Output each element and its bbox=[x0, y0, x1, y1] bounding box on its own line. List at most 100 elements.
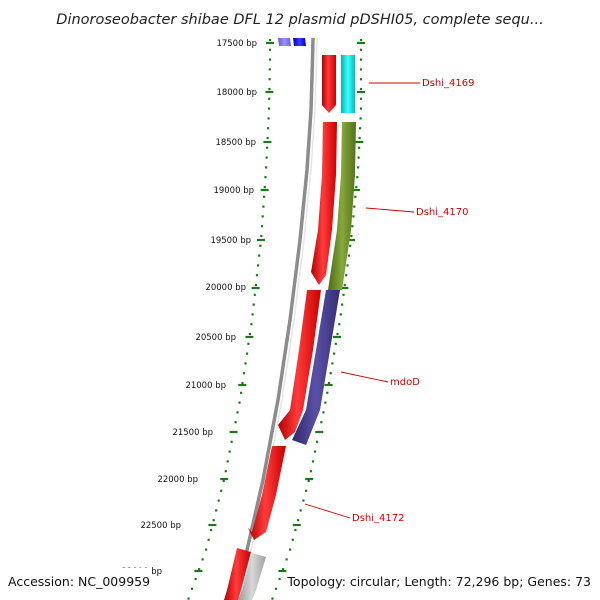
tick-dot bbox=[266, 136, 269, 140]
tick-dot bbox=[241, 381, 244, 385]
tick-dot bbox=[252, 303, 255, 306]
feature-cyan bbox=[341, 55, 355, 113]
tick-dot bbox=[268, 97, 271, 100]
tick-label: 18000 bp bbox=[216, 88, 257, 98]
tick-label: 17500 bp bbox=[216, 39, 257, 49]
tick-label: 22000 bp bbox=[157, 475, 198, 485]
feature-olive bbox=[328, 122, 356, 290]
feature-gray bbox=[238, 553, 266, 600]
tick-dot bbox=[226, 460, 229, 463]
cds-arrow-dshi-4172 bbox=[248, 446, 286, 540]
feature-track-inner bbox=[224, 38, 337, 600]
cds-arrow-next bbox=[224, 548, 251, 600]
tick-dot bbox=[264, 176, 267, 179]
gene-label-mdod: mdoD bbox=[390, 377, 420, 388]
tick-dot bbox=[359, 107, 363, 110]
tick-dot bbox=[255, 274, 259, 277]
tick-dot bbox=[265, 166, 268, 169]
tick-dot bbox=[228, 450, 231, 453]
tick-dot bbox=[343, 283, 346, 287]
tick-dot bbox=[222, 479, 225, 483]
tick-dot bbox=[230, 440, 233, 443]
tick-dot bbox=[313, 450, 317, 453]
gene-label-dshi-4169: Dshi_4169 bbox=[422, 78, 474, 89]
tick-dot bbox=[299, 509, 302, 512]
tick-dot bbox=[251, 313, 254, 316]
tick-dot bbox=[253, 293, 256, 296]
tick-dot bbox=[359, 68, 363, 71]
tick-dot bbox=[262, 205, 265, 208]
tick-dot bbox=[212, 519, 215, 522]
tick-dot bbox=[268, 78, 271, 81]
tick-dot bbox=[215, 509, 218, 512]
tick-dot bbox=[309, 470, 312, 473]
tick-dot bbox=[258, 254, 261, 257]
tick-dot bbox=[245, 352, 249, 355]
tick-dot bbox=[205, 548, 208, 551]
tick-dot bbox=[263, 185, 266, 189]
tick-dot bbox=[345, 274, 348, 277]
tick-dot bbox=[254, 283, 257, 287]
tick-dot bbox=[358, 136, 361, 140]
tick-dot bbox=[359, 78, 363, 81]
tick-dot bbox=[236, 411, 239, 414]
tick-dot bbox=[268, 68, 271, 71]
tick-label: 20000 bp bbox=[205, 283, 246, 293]
tick-dot bbox=[341, 303, 344, 306]
tick-dot bbox=[349, 244, 352, 247]
summary-text: Topology: circular; Length: 72,296 bp; G… bbox=[286, 574, 591, 589]
tick-dot bbox=[357, 156, 360, 159]
tick-dot bbox=[353, 205, 356, 208]
tick-dot bbox=[285, 558, 288, 561]
tick-dot bbox=[311, 460, 315, 463]
tick-label: 20500 bp bbox=[195, 333, 236, 343]
tick-dot bbox=[240, 391, 243, 394]
tick-dot bbox=[194, 577, 197, 581]
tick-dot bbox=[305, 489, 308, 492]
tick-dot bbox=[355, 185, 358, 189]
tick-dot bbox=[257, 264, 260, 267]
feature-track-outer bbox=[238, 55, 356, 600]
tick-dot bbox=[267, 107, 271, 110]
feature-slate bbox=[292, 290, 340, 445]
tick-dot bbox=[354, 195, 357, 198]
tick-dot bbox=[352, 215, 355, 218]
tick-dot bbox=[282, 568, 285, 571]
tick-label: 19000 bp bbox=[213, 186, 254, 196]
feature-blue-upper bbox=[293, 38, 306, 46]
tick-label: 19500 bp bbox=[210, 236, 251, 246]
tick-dot bbox=[238, 401, 241, 404]
inner-tick-ring bbox=[187, 38, 274, 600]
tick-dot bbox=[322, 411, 325, 414]
tick-dot bbox=[307, 479, 310, 483]
tick-dot bbox=[274, 587, 278, 590]
feature-lightblue-upper bbox=[278, 38, 291, 46]
tick-dot bbox=[267, 127, 270, 130]
tick-label: 21500 bp bbox=[172, 428, 213, 438]
tick-dot bbox=[339, 313, 342, 316]
tick-dot bbox=[268, 87, 271, 91]
tick-dot bbox=[250, 323, 253, 326]
tick-dot bbox=[334, 342, 337, 345]
tick-dot bbox=[248, 332, 251, 336]
plasmid-backbone bbox=[232, 37, 315, 600]
tick-dot bbox=[338, 323, 341, 326]
tick-dot bbox=[359, 48, 363, 51]
tick-dot bbox=[359, 38, 363, 42]
tick-dot bbox=[358, 146, 361, 149]
tick-dot bbox=[294, 528, 297, 532]
tick-dot bbox=[210, 528, 213, 532]
tick-dot bbox=[268, 38, 272, 42]
tick-dot bbox=[359, 127, 362, 130]
tick-dot bbox=[268, 48, 272, 51]
tick-dot bbox=[267, 117, 270, 120]
tick-label: 21000 bp bbox=[185, 381, 226, 391]
tick-dot bbox=[350, 234, 353, 238]
tick-dot bbox=[187, 597, 190, 600]
tick-dot bbox=[198, 568, 201, 571]
tick-dot bbox=[220, 489, 223, 492]
tick-dot bbox=[357, 166, 360, 169]
tick-dot bbox=[347, 254, 350, 257]
tick-dot bbox=[331, 362, 334, 365]
